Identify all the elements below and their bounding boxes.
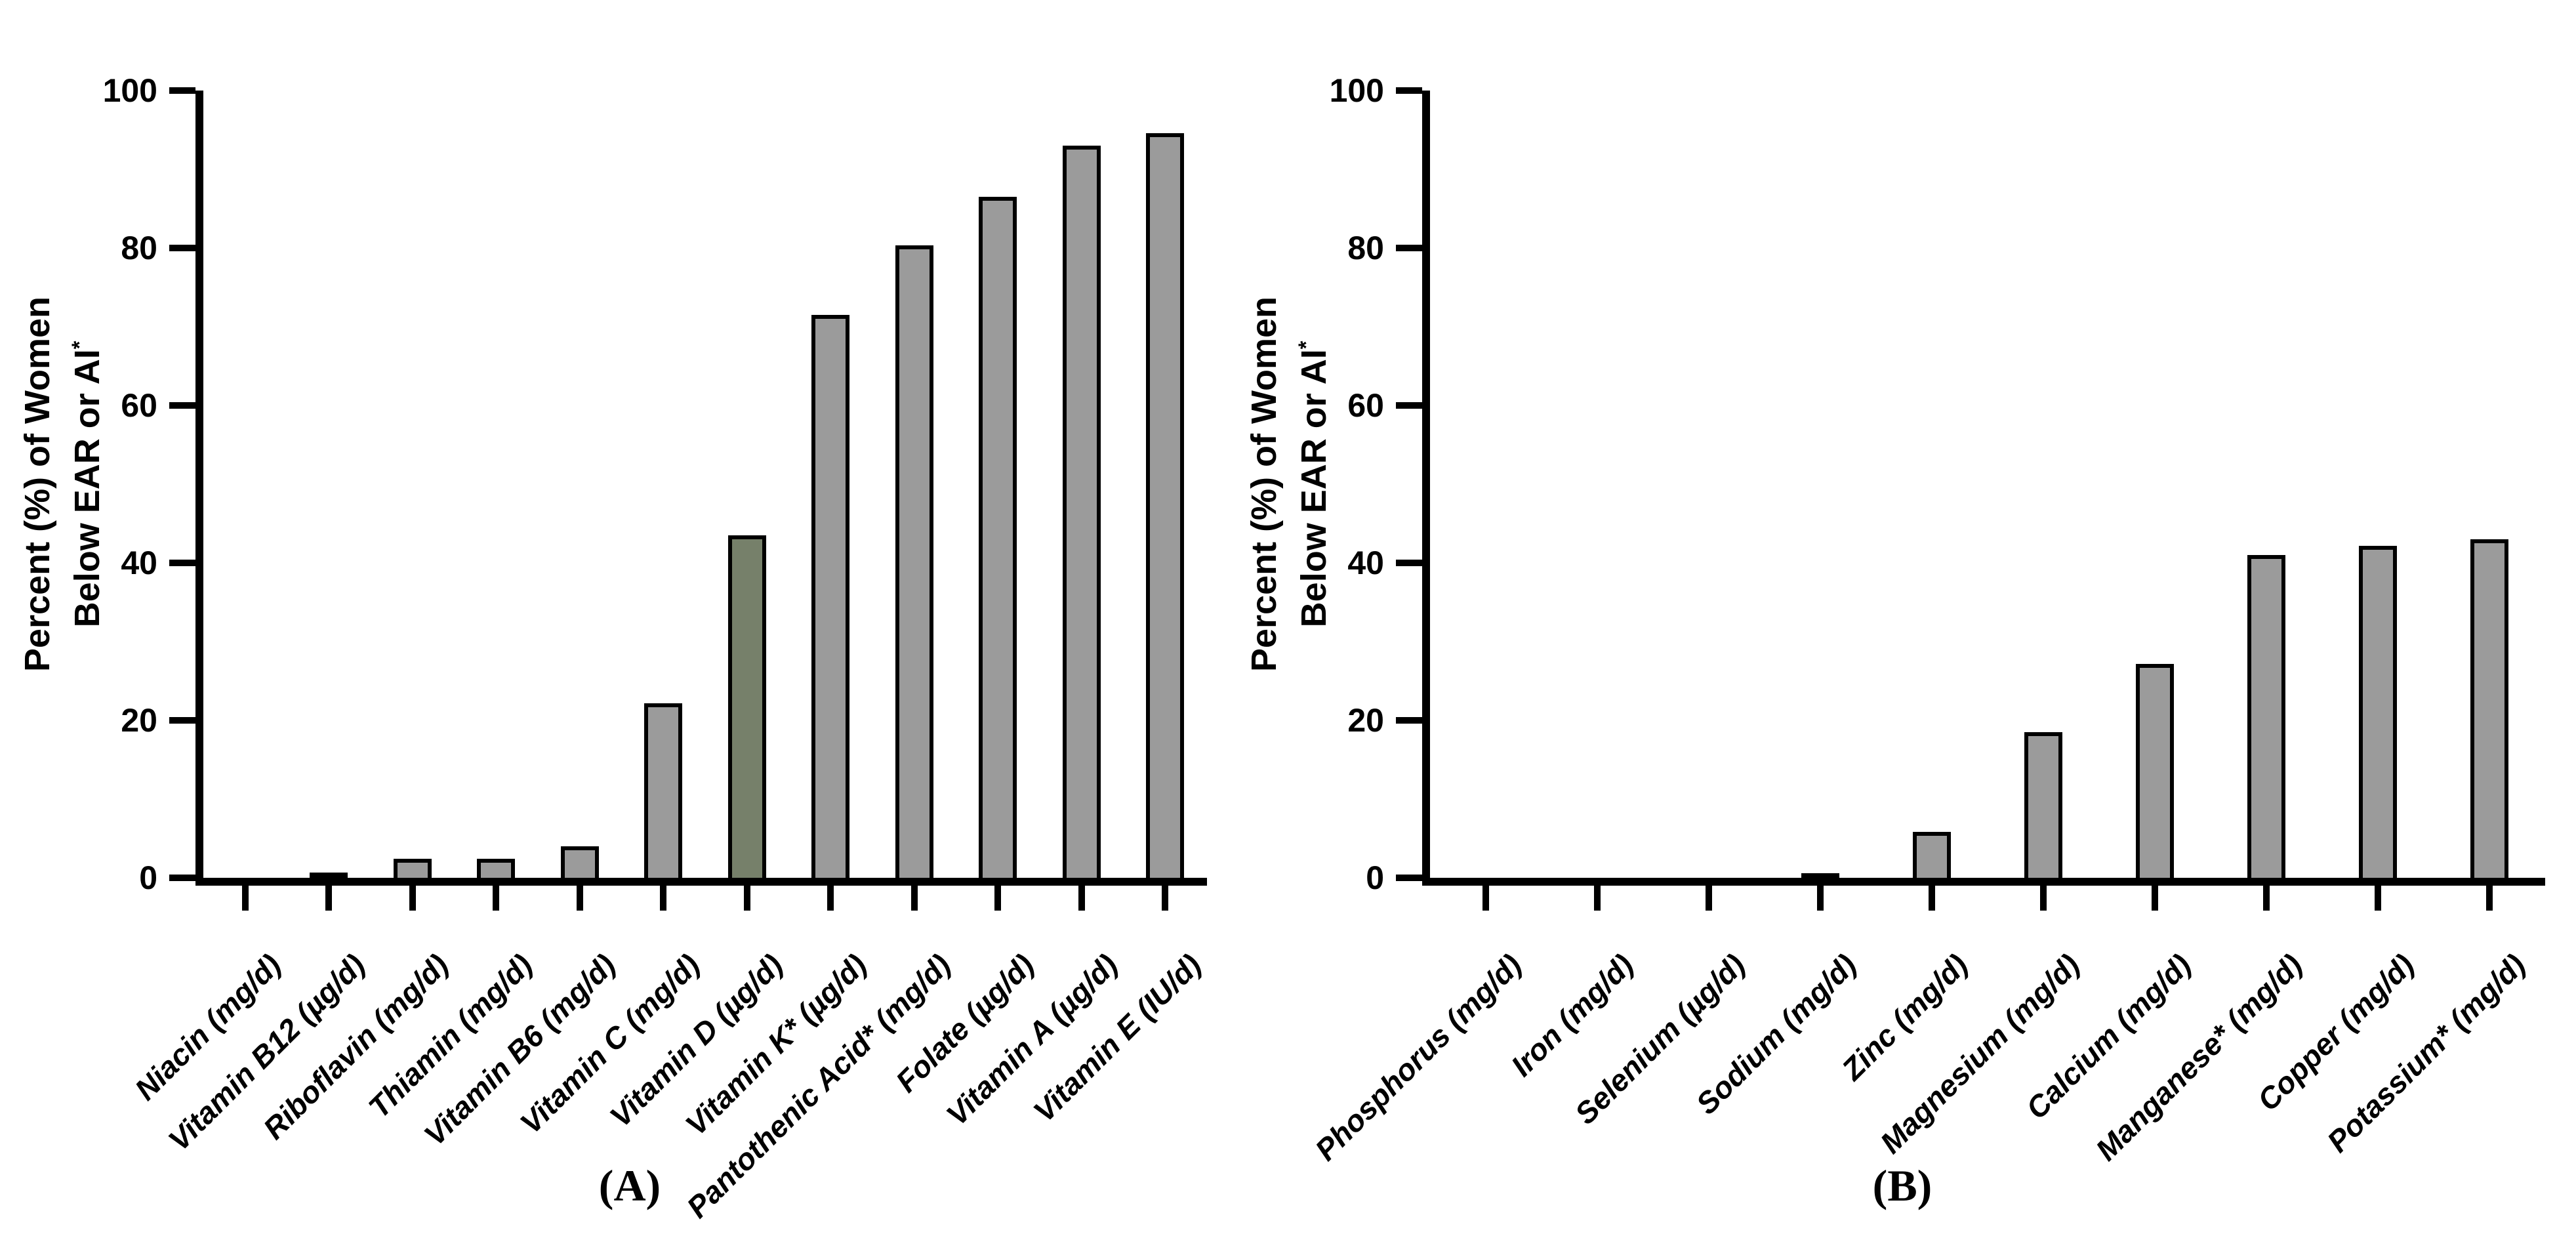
bar-magnesium-mg-d bbox=[2024, 732, 2062, 878]
x-axis-tick bbox=[2263, 886, 2270, 911]
x-axis-tick bbox=[1162, 886, 1169, 911]
x-axis-tick bbox=[1706, 886, 1712, 911]
y-tick-label: 20 bbox=[1347, 702, 1384, 739]
y-axis-tick bbox=[1396, 87, 1422, 94]
bar-calcium-mg-d bbox=[2136, 664, 2174, 878]
x-axis-tick bbox=[325, 886, 333, 911]
x-axis-tick bbox=[1929, 886, 1935, 911]
bar-vitamin-e-iu-d bbox=[1146, 133, 1185, 878]
x-axis-tick bbox=[2486, 886, 2493, 911]
x-axis-tick bbox=[827, 886, 834, 911]
y-axis-tick bbox=[169, 875, 195, 881]
y-tick-label: 40 bbox=[121, 545, 157, 581]
y-axis-tick bbox=[1396, 402, 1422, 409]
x-axis-tick bbox=[493, 886, 500, 911]
bar-folate-g-d bbox=[979, 197, 1017, 878]
y-tick-label: 60 bbox=[121, 387, 157, 424]
x-category-label-potassium-mg-d: Potassium* (mg/d) bbox=[2320, 947, 2532, 1159]
bar-vitamin-a-g-d bbox=[1062, 146, 1101, 878]
panel-a-caption: (A) bbox=[598, 1161, 661, 1210]
x-category-label-phosphorus-mg-d: Phosphorus (mg/d) bbox=[1308, 947, 1528, 1167]
y-tick-label: 100 bbox=[102, 72, 157, 109]
y-axis-tick bbox=[1396, 875, 1422, 881]
bar-copper-mg-d bbox=[2359, 546, 2397, 878]
x-axis-tick bbox=[1482, 886, 1489, 911]
x-axis-tick bbox=[660, 886, 667, 911]
panel-b-caption: (B) bbox=[1872, 1161, 1932, 1210]
y-axis-tick bbox=[169, 402, 195, 409]
y-tick-label: 0 bbox=[1366, 859, 1384, 896]
y-axis-tick bbox=[1396, 245, 1422, 251]
y-tick-label: 20 bbox=[121, 702, 157, 739]
y-tick-label: 60 bbox=[1347, 387, 1384, 424]
x-category-label-niacin-mg-d: Niacin (mg/d) bbox=[128, 947, 288, 1107]
bar-pantothenic-acid-mg-d bbox=[895, 245, 933, 878]
bar-vitamin-d-g-d bbox=[727, 535, 766, 878]
y-axis-title-asterisk: * bbox=[1294, 340, 1318, 350]
x-axis-tick bbox=[994, 886, 1002, 911]
plot-area bbox=[1422, 91, 2545, 886]
y-tick-label: 80 bbox=[121, 230, 157, 266]
x-axis-tick bbox=[2375, 886, 2381, 911]
y-tick-label: 100 bbox=[1329, 72, 1384, 109]
bar-sodium-mg-d bbox=[1801, 873, 1839, 878]
x-axis-tick bbox=[576, 886, 583, 911]
x-axis-tick bbox=[241, 886, 249, 911]
y-axis-title-line1: Percent (%) of Women bbox=[1244, 296, 1284, 672]
y-axis-tick bbox=[1396, 560, 1422, 566]
x-axis-tick bbox=[743, 886, 750, 911]
y-axis-title: Percent (%) of Women Below EAR or AI* bbox=[1237, 58, 1341, 911]
y-axis-title: Percent (%) of Women Below EAR or AI* bbox=[10, 58, 115, 911]
x-axis-tick bbox=[1817, 886, 1824, 911]
y-axis-title-line2: Below EAR or AI* bbox=[1294, 340, 1334, 628]
bar-riboflavin-mg-d bbox=[393, 859, 432, 878]
x-axis-tick bbox=[1594, 886, 1601, 911]
x-axis-tick bbox=[2040, 886, 2047, 911]
y-axis-title-asterisk: * bbox=[68, 340, 91, 350]
bar-vitamin-k-g-d bbox=[811, 315, 850, 878]
bar-vitamin-c-mg-d bbox=[644, 703, 683, 878]
bar-thiamin-mg-d bbox=[477, 859, 516, 878]
y-axis-title-line1: Percent (%) of Women bbox=[18, 296, 57, 672]
bar-potassium-mg-d bbox=[2470, 539, 2508, 878]
y-axis-tick bbox=[1396, 717, 1422, 724]
bar-vitamin-b12-g-d bbox=[310, 873, 348, 878]
x-axis-tick bbox=[1078, 886, 1085, 911]
x-axis-tick bbox=[409, 886, 416, 911]
y-axis-tick bbox=[169, 717, 195, 724]
plot-area bbox=[195, 91, 1207, 886]
y-tick-label: 40 bbox=[1347, 545, 1384, 581]
bar-vitamin-b6-mg-d bbox=[560, 846, 599, 878]
y-axis-tick bbox=[169, 560, 195, 566]
x-axis-tick bbox=[910, 886, 918, 911]
bar-manganese-mg-d bbox=[2247, 555, 2285, 878]
y-tick-label: 80 bbox=[1347, 230, 1384, 266]
y-axis-tick bbox=[169, 87, 195, 94]
y-axis-tick bbox=[169, 245, 195, 251]
y-axis-title-line2: Below EAR or AI* bbox=[68, 340, 107, 628]
x-category-label-manganese-mg-d: Manganese* (mg/d) bbox=[2089, 947, 2309, 1167]
y-tick-label: 0 bbox=[139, 859, 157, 896]
bar-zinc-mg-d bbox=[1913, 832, 1951, 878]
x-axis-tick bbox=[2152, 886, 2158, 911]
x-category-label-magnesium-mg-d: Magnesium (mg/d) bbox=[1873, 947, 2086, 1161]
